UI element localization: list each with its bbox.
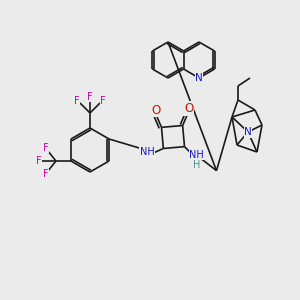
Text: F: F — [100, 96, 106, 106]
Text: O: O — [184, 102, 193, 115]
Text: F: F — [43, 169, 49, 179]
Text: H: H — [193, 160, 200, 170]
Text: N: N — [195, 73, 203, 83]
Text: F: F — [36, 156, 42, 166]
Text: F: F — [43, 143, 49, 153]
Text: O: O — [151, 104, 160, 117]
Text: NH: NH — [140, 148, 155, 158]
Text: N: N — [244, 127, 252, 137]
Text: F: F — [87, 92, 93, 102]
Text: NH: NH — [189, 150, 204, 160]
Text: F: F — [74, 96, 80, 106]
